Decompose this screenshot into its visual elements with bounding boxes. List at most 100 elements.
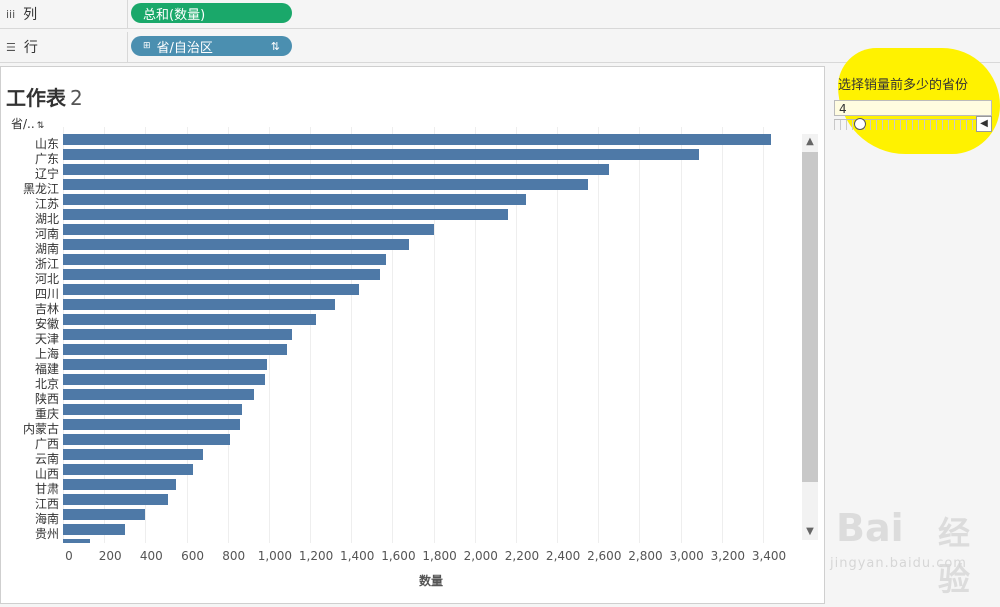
- category-label: 浙江: [34, 257, 59, 271]
- category-label: 四川: [34, 287, 59, 301]
- x-axis-ticks: 0 200 400 600 800 1,000 1,200 1,400 1,600 1,800 2,…: [63, 549, 793, 567]
- scrollbar-thumb[interactable]: [802, 152, 818, 482]
- x-tick-label: 1,000: [257, 549, 293, 563]
- gridline: [598, 127, 600, 543]
- x-tick-label: 2,200: [504, 549, 540, 563]
- slider-knob[interactable]: [854, 118, 866, 130]
- watermark-url: jingyan.baidu.com: [830, 556, 967, 571]
- bar[interactable]: [63, 359, 267, 370]
- gridline: [639, 127, 641, 543]
- bar[interactable]: [63, 149, 700, 160]
- x-tick-label: 1,200: [298, 549, 334, 563]
- bar[interactable]: [63, 434, 230, 445]
- bar[interactable]: [63, 539, 90, 543]
- gridline: [310, 127, 312, 543]
- category-label: 湖南: [34, 242, 59, 256]
- bar[interactable]: [63, 314, 317, 325]
- gridline: [680, 127, 682, 543]
- bar[interactable]: [63, 239, 409, 250]
- gridline: [474, 127, 476, 543]
- bar[interactable]: [63, 374, 265, 385]
- parameter-slider[interactable]: [834, 119, 982, 130]
- bar[interactable]: [63, 299, 335, 310]
- x-tick-label: 3,400: [751, 549, 787, 563]
- category-label: 广西: [34, 437, 59, 451]
- bar[interactable]: [63, 179, 588, 190]
- parameter-value-input[interactable]: 4: [834, 100, 992, 116]
- columns-shelf-label: iii 列: [0, 0, 128, 28]
- watermark-logo: Bai: [836, 506, 904, 550]
- gridline: [351, 127, 353, 543]
- category-label: 云南: [34, 452, 59, 466]
- category-label: 天津: [34, 332, 59, 346]
- gridline: [721, 127, 723, 543]
- columns-shelf: iii 列 总和(数量): [0, 0, 1000, 29]
- sheet-title: 工作表 2: [6, 86, 83, 110]
- watermark-cn: 经验: [938, 514, 971, 598]
- bar[interactable]: [63, 284, 360, 295]
- scroll-up-icon[interactable]: ▲: [806, 136, 814, 147]
- x-tick-label: 200: [98, 549, 122, 563]
- dimension-pill[interactable]: ⊞ 省/自治区 ⇅: [131, 36, 292, 56]
- gridline: [557, 127, 559, 543]
- bar[interactable]: [63, 419, 241, 430]
- x-tick-label: 1,600: [381, 549, 416, 563]
- category-labels: 山东 广东 辽宁 黑龙江 江苏 湖北 河南 湖南 浙江 河北 四川 吉林 安徽 天津 上海 福建 北京 陕西 重庆内…: [1, 132, 63, 542]
- bar[interactable]: [63, 329, 292, 340]
- category-label: 陕西: [34, 392, 59, 406]
- x-tick-label: 3,000: [669, 549, 704, 563]
- slider-decrement-icon[interactable]: ◀: [976, 116, 992, 132]
- x-tick-label: 1,400: [340, 549, 375, 563]
- sort-icon[interactable]: ⇅: [270, 39, 280, 53]
- rows-icon: ☰: [6, 40, 16, 54]
- category-label: 安徽: [34, 317, 59, 331]
- expand-icon[interactable]: ⊞: [143, 41, 151, 51]
- bar[interactable]: [63, 404, 243, 415]
- bar[interactable]: [63, 224, 434, 235]
- category-label: 辽宁: [34, 167, 59, 181]
- bar[interactable]: [63, 524, 125, 535]
- gridline: [433, 127, 435, 543]
- bar[interactable]: [63, 389, 255, 400]
- x-tick-label: 2,800: [628, 549, 663, 563]
- parameter-title: 选择销量前多少的省份: [838, 78, 969, 93]
- bar[interactable]: [63, 209, 508, 220]
- row-header[interactable]: 省/.. ⇅: [11, 117, 45, 131]
- bar[interactable]: [63, 479, 177, 490]
- bar[interactable]: [63, 254, 387, 265]
- category-label: 山西: [34, 467, 59, 481]
- gridline: [392, 127, 394, 543]
- bar-plot-area: [63, 127, 793, 543]
- x-tick-label: 400: [139, 549, 163, 563]
- category-label: 河北: [34, 272, 59, 286]
- category-label: 上海: [34, 347, 59, 361]
- category-label: 黑龙江: [22, 182, 59, 196]
- bar[interactable]: [63, 449, 203, 460]
- category-label: 北京: [34, 377, 59, 391]
- bar[interactable]: [63, 164, 609, 175]
- category-label: 内蒙古: [22, 422, 59, 436]
- x-tick-label: 3,200: [710, 549, 745, 563]
- category-label: 湖北: [34, 212, 59, 226]
- category-label: 江西: [34, 497, 59, 511]
- bar[interactable]: [63, 509, 146, 520]
- columns-icon: iii: [6, 7, 16, 21]
- row-sort-icon[interactable]: ⇅: [36, 121, 45, 131]
- category-label: 重庆: [34, 407, 59, 421]
- x-tick-label: 2,400: [545, 549, 581, 563]
- bar[interactable]: [63, 464, 193, 475]
- x-axis-title: 数量: [418, 574, 443, 588]
- scroll-down-icon[interactable]: ▼: [806, 526, 814, 537]
- measure-pill[interactable]: 总和(数量): [131, 3, 292, 23]
- category-label: 海南: [34, 512, 59, 526]
- bar[interactable]: [63, 494, 168, 505]
- x-tick-label: 1,800: [422, 549, 457, 563]
- x-tick-label: 600: [181, 549, 204, 563]
- bar[interactable]: [63, 269, 381, 280]
- bar[interactable]: [63, 134, 772, 145]
- bar[interactable]: [63, 194, 527, 205]
- worksheet-panel: 工作表 2 省/.. ⇅ 山东 广东 辽宁 黑龙江 江苏 湖北 河南 湖南 浙江 河北 四川 吉林 安徽 天津…: [0, 66, 825, 604]
- bar[interactable]: [63, 344, 288, 355]
- category-label: 广东: [34, 152, 59, 166]
- rows-shelf-label: ☰ 行: [0, 32, 128, 62]
